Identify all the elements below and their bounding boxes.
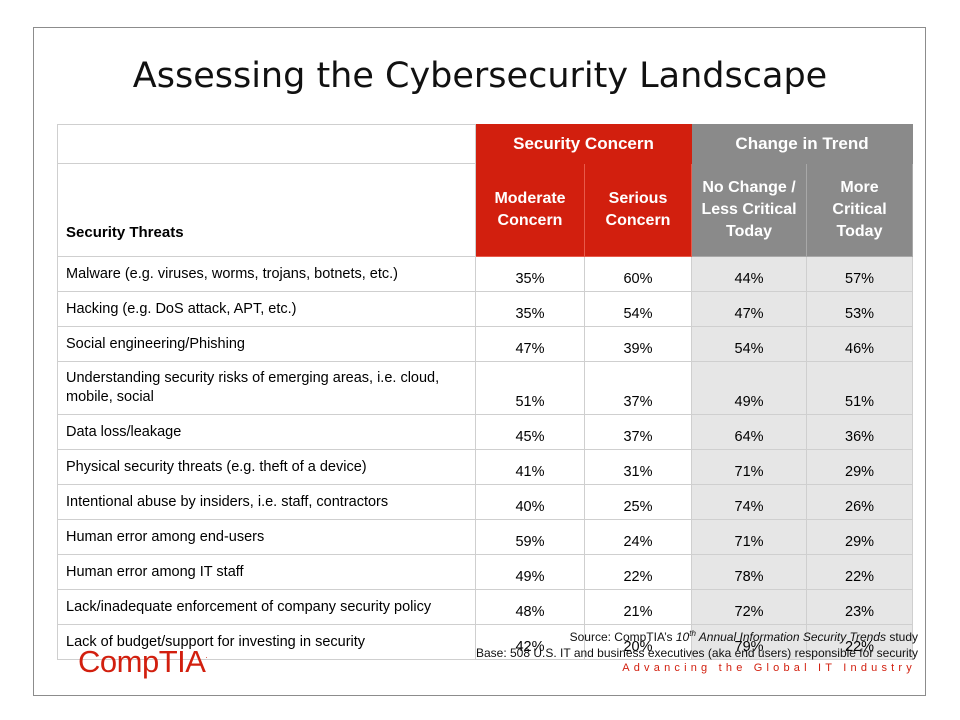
threats-table: Security Concern Change in Trend Securit… bbox=[57, 124, 914, 660]
table-row: Lack/inadequate enforcement of company s… bbox=[57, 589, 914, 625]
moderate-concern-cell: 49% bbox=[475, 554, 585, 590]
table-row: Human error among end-users 59% 24% 71% 29% bbox=[57, 519, 914, 555]
logo-mark: . bbox=[205, 651, 208, 660]
threat-cell: Intentional abuse by insiders, i.e. staf… bbox=[57, 484, 476, 520]
moderate-concern-cell: 45% bbox=[475, 414, 585, 450]
moderate-concern-cell: 59% bbox=[475, 519, 585, 555]
moderate-concern-cell: 48% bbox=[475, 589, 585, 625]
serious-concern-cell: 31% bbox=[583, 449, 693, 485]
header-line: No Change / bbox=[702, 179, 796, 196]
slide-title: Assessing the Cybersecurity Landscape bbox=[132, 56, 828, 96]
source-sup: th bbox=[689, 629, 696, 638]
more-critical-cell: 29% bbox=[806, 519, 914, 555]
source-suffix: study bbox=[885, 630, 918, 644]
moderate-concern-cell: 41% bbox=[475, 449, 585, 485]
more-critical-cell: 51% bbox=[806, 361, 914, 415]
no-change-cell: 47% bbox=[691, 291, 808, 327]
more-critical-cell: 23% bbox=[806, 589, 914, 625]
logo-text: CompTIA bbox=[78, 644, 206, 679]
table-row: Social engineering/Phishing 47% 39% 54% 46% bbox=[57, 326, 914, 362]
more-critical-cell: 46% bbox=[806, 326, 914, 362]
serious-concern-cell: 22% bbox=[583, 554, 693, 590]
threat-cell: Physical security threats (e.g. theft of… bbox=[57, 449, 476, 485]
source-num: 10 bbox=[675, 630, 690, 644]
more-critical-cell: 26% bbox=[806, 484, 914, 520]
threat-cell: Hacking (e.g. DoS attack, APT, etc.) bbox=[57, 291, 476, 327]
table-row: Hacking (e.g. DoS attack, APT, etc.) 35% 5… bbox=[57, 291, 914, 327]
threat-cell: Lack of budget/support for investing in … bbox=[57, 624, 476, 660]
moderate-concern-cell: 35% bbox=[475, 291, 585, 327]
header-line: Less Critical bbox=[701, 201, 797, 218]
header-no-change: No Change / Less Critical Today bbox=[691, 163, 808, 257]
header-line: Moderate bbox=[494, 190, 566, 207]
threat-cell: Human error among IT staff bbox=[57, 554, 476, 590]
no-change-cell: 64% bbox=[691, 414, 808, 450]
no-change-cell: 54% bbox=[691, 326, 808, 362]
serious-concern-cell: 20% bbox=[583, 624, 693, 660]
base-note: Base: 508 U.S. IT and business executive… bbox=[475, 646, 918, 660]
no-change-cell: 78% bbox=[691, 554, 808, 590]
comptia-logo: CompTIA. bbox=[78, 644, 208, 680]
no-change-cell: 72% bbox=[691, 589, 808, 625]
source-line: Source: CompTIA’s 10th Annual Informatio… bbox=[476, 626, 918, 645]
more-critical-cell: 22% bbox=[806, 554, 914, 590]
more-critical-cell: 36% bbox=[806, 414, 914, 450]
header-line: Concern bbox=[497, 212, 563, 229]
header-security-threats: Security Threats bbox=[57, 163, 476, 257]
header-line: More bbox=[840, 179, 879, 196]
header-line: Serious bbox=[608, 190, 668, 207]
group-change-in-trend: Change in Trend bbox=[691, 124, 914, 164]
no-change-cell: 49% bbox=[691, 361, 808, 415]
threats-table-body: Malware (e.g. viruses, worms, trojans, b… bbox=[57, 256, 914, 660]
header-line: Concern bbox=[605, 212, 671, 229]
serious-concern-cell: 37% bbox=[583, 414, 693, 450]
more-critical-cell: 53% bbox=[806, 291, 914, 327]
table-row: Data loss/leakage 45% 37% 64% 36% bbox=[57, 414, 914, 450]
more-critical-cell: 29% bbox=[806, 449, 914, 485]
source-prefix: Source: CompTIA’s bbox=[569, 630, 676, 644]
moderate-concern-cell: 35% bbox=[475, 256, 585, 292]
more-critical-cell: 57% bbox=[806, 256, 914, 292]
threat-cell: Malware (e.g. viruses, worms, trojans, b… bbox=[57, 256, 476, 292]
serious-concern-cell: 39% bbox=[583, 326, 693, 362]
header-blank bbox=[57, 124, 476, 164]
no-change-cell: 71% bbox=[691, 449, 808, 485]
table-row: Lack of budget/support for investing in … bbox=[57, 624, 914, 660]
header-line: Today bbox=[726, 223, 772, 240]
source-note: Source: CompTIA’s 10th Annual Informatio… bbox=[476, 626, 918, 661]
table-row: Understanding security risks of emerging… bbox=[57, 361, 914, 415]
header-more-critical: More Critical Today bbox=[806, 163, 914, 257]
moderate-concern-cell: 42% bbox=[475, 624, 585, 660]
serious-concern-cell: 37% bbox=[583, 361, 693, 415]
no-change-cell: 74% bbox=[691, 484, 808, 520]
group-security-concern: Security Concern bbox=[474, 124, 693, 164]
no-change-cell: 79% bbox=[691, 624, 808, 660]
header-serious-concern: Serious Concern bbox=[583, 163, 693, 257]
threat-cell: Lack/inadequate enforcement of company s… bbox=[57, 589, 476, 625]
no-change-cell: 71% bbox=[691, 519, 808, 555]
serious-concern-cell: 24% bbox=[583, 519, 693, 555]
more-critical-cell: 22% bbox=[806, 624, 914, 660]
threat-cell: Social engineering/Phishing bbox=[57, 326, 476, 362]
header-moderate-concern: Moderate Concern bbox=[475, 163, 585, 257]
table-row: Physical security threats (e.g. theft of… bbox=[57, 449, 914, 485]
serious-concern-cell: 25% bbox=[583, 484, 693, 520]
header-line: Today bbox=[836, 223, 883, 240]
serious-concern-cell: 60% bbox=[583, 256, 693, 292]
no-change-cell: 44% bbox=[691, 256, 808, 292]
table-row: Malware (e.g. viruses, worms, trojans, b… bbox=[57, 256, 914, 292]
moderate-concern-cell: 51% bbox=[475, 361, 585, 415]
threat-cell: Data loss/leakage bbox=[57, 414, 476, 450]
moderate-concern-cell: 40% bbox=[475, 484, 585, 520]
serious-concern-cell: 21% bbox=[583, 589, 693, 625]
table-row: Human error among IT staff 49% 22% 78% 22% bbox=[57, 554, 914, 590]
threat-cell: Understanding security risks of emerging… bbox=[57, 361, 476, 415]
header-line: Critical bbox=[832, 201, 887, 218]
source-title: Annual Information Security Trends bbox=[695, 630, 886, 644]
threat-cell: Human error among end-users bbox=[57, 519, 476, 555]
moderate-concern-cell: 47% bbox=[475, 326, 585, 362]
tagline: Advancing the Global IT Industry bbox=[622, 662, 916, 674]
table-row: Intentional abuse by insiders, i.e. staf… bbox=[57, 484, 914, 520]
serious-concern-cell: 54% bbox=[583, 291, 693, 327]
